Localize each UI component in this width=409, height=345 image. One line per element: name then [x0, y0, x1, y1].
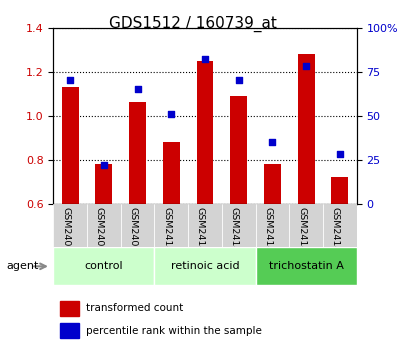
FancyBboxPatch shape — [53, 247, 154, 285]
Point — [235, 78, 241, 83]
FancyBboxPatch shape — [53, 204, 87, 247]
FancyBboxPatch shape — [188, 204, 221, 247]
Bar — [263, 164, 280, 204]
Text: GSM24055: GSM24055 — [128, 207, 137, 258]
FancyBboxPatch shape — [154, 204, 188, 247]
Bar — [60, 301, 79, 316]
Text: percentile rank within the sample: percentile rank within the sample — [86, 326, 261, 336]
FancyBboxPatch shape — [255, 204, 289, 247]
Bar — [95, 164, 112, 204]
Text: GSM24053: GSM24053 — [61, 207, 70, 258]
FancyBboxPatch shape — [120, 204, 154, 247]
Text: trichostatin A: trichostatin A — [268, 261, 343, 270]
Text: GDS1512 / 160739_at: GDS1512 / 160739_at — [108, 16, 276, 32]
Text: GSM24148: GSM24148 — [330, 207, 339, 258]
Text: GSM24147: GSM24147 — [297, 207, 306, 258]
Text: control: control — [84, 261, 123, 270]
Point — [201, 57, 208, 62]
Point — [336, 151, 342, 157]
Text: GSM24143: GSM24143 — [162, 207, 171, 258]
Bar — [330, 177, 347, 204]
FancyBboxPatch shape — [154, 247, 255, 285]
FancyBboxPatch shape — [289, 204, 322, 247]
Bar — [297, 54, 314, 204]
Text: transformed count: transformed count — [86, 303, 183, 313]
Text: GSM24145: GSM24145 — [229, 207, 238, 258]
Point — [302, 63, 309, 69]
Point — [168, 111, 174, 117]
Bar — [62, 87, 79, 204]
FancyBboxPatch shape — [322, 204, 356, 247]
Bar — [196, 61, 213, 204]
FancyBboxPatch shape — [87, 204, 120, 247]
FancyBboxPatch shape — [221, 204, 255, 247]
Text: agent: agent — [6, 262, 38, 271]
FancyBboxPatch shape — [255, 247, 356, 285]
Bar — [162, 142, 179, 204]
Bar — [230, 96, 247, 204]
Point — [134, 86, 141, 92]
Text: retinoic acid: retinoic acid — [170, 261, 239, 270]
Bar — [60, 323, 79, 338]
Text: GSM24144: GSM24144 — [196, 207, 204, 258]
Bar — [129, 102, 146, 204]
Text: GSM24054: GSM24054 — [94, 207, 103, 258]
Point — [100, 162, 107, 168]
Text: GSM24146: GSM24146 — [263, 207, 272, 258]
Point — [67, 78, 73, 83]
Point — [268, 139, 275, 145]
